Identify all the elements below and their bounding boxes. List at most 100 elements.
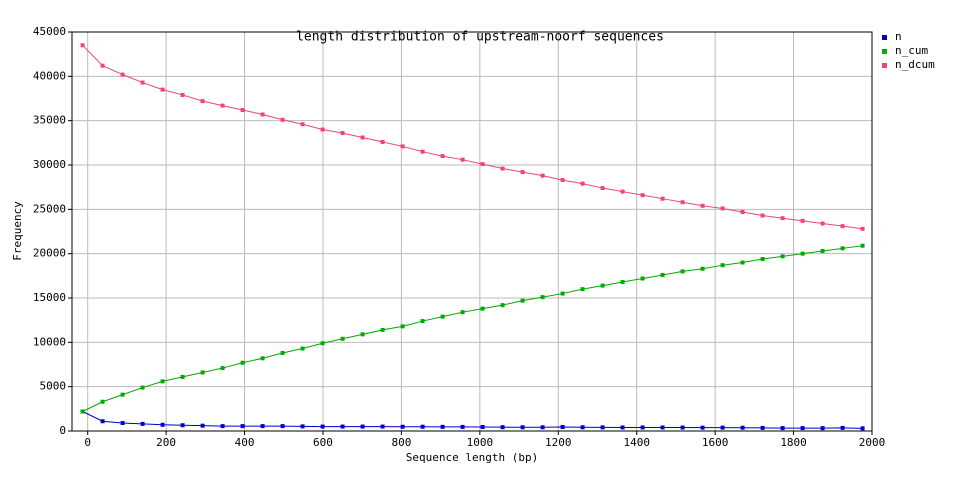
- point: [160, 379, 165, 384]
- x-tick-label: 1400: [623, 436, 650, 449]
- point: [600, 186, 605, 191]
- point: [380, 327, 385, 332]
- point: [360, 332, 365, 337]
- point: [480, 306, 485, 311]
- x-tick-label: 1200: [545, 436, 572, 449]
- legend-label: n_dcum: [895, 58, 935, 71]
- point: [460, 157, 465, 162]
- point: [120, 421, 125, 426]
- point: [620, 425, 625, 430]
- point: [200, 99, 205, 104]
- point: [380, 139, 385, 144]
- point: [520, 170, 525, 175]
- x-tick-label: 1800: [780, 436, 807, 449]
- point: [820, 221, 825, 226]
- point: [420, 424, 425, 429]
- point: [560, 291, 565, 296]
- point: [720, 425, 725, 430]
- point: [280, 350, 285, 355]
- point: [700, 266, 705, 271]
- point: [440, 424, 445, 429]
- point: [240, 424, 245, 429]
- point: [100, 419, 105, 424]
- point: [800, 426, 805, 431]
- point: [620, 280, 625, 285]
- point: [460, 310, 465, 315]
- point: [260, 112, 265, 117]
- y-tick-label: 0: [59, 424, 66, 437]
- point: [760, 425, 765, 430]
- point: [520, 298, 525, 303]
- point: [800, 251, 805, 256]
- point: [780, 426, 785, 431]
- point: [680, 425, 685, 430]
- point: [300, 122, 305, 127]
- point: [280, 117, 285, 122]
- point: [740, 209, 745, 214]
- point: [520, 425, 525, 430]
- point: [860, 426, 865, 431]
- series-line: [82, 411, 863, 429]
- point: [340, 131, 345, 136]
- point: [640, 425, 645, 430]
- point: [240, 360, 245, 365]
- point: [700, 425, 705, 430]
- legend-label: n_cum: [895, 44, 928, 57]
- y-tick-label: 20000: [33, 247, 66, 260]
- point: [180, 374, 185, 379]
- point: [220, 366, 225, 371]
- point: [780, 216, 785, 221]
- point: [620, 189, 625, 194]
- point: [560, 178, 565, 183]
- point: [80, 409, 85, 414]
- point: [420, 149, 425, 154]
- point: [500, 166, 505, 171]
- point: [320, 424, 325, 429]
- point: [340, 424, 345, 429]
- point: [220, 424, 225, 429]
- y-tick-label: 35000: [33, 114, 66, 127]
- plot-area: [72, 32, 872, 431]
- point: [200, 423, 205, 428]
- point: [820, 426, 825, 431]
- y-tick-label: 25000: [33, 202, 66, 215]
- point: [760, 256, 765, 261]
- point: [140, 421, 145, 426]
- point: [720, 206, 725, 211]
- chart-title: length distribution of upstream-noorf se…: [296, 30, 664, 45]
- point: [500, 425, 505, 430]
- point: [660, 196, 665, 201]
- point: [820, 249, 825, 254]
- point: [600, 425, 605, 430]
- point: [640, 276, 645, 281]
- point: [320, 127, 325, 132]
- series-line: [82, 44, 863, 230]
- x-tick-label: 200: [156, 436, 176, 449]
- point: [180, 423, 185, 428]
- point: [160, 422, 165, 427]
- point: [540, 425, 545, 430]
- point: [760, 213, 765, 218]
- y-tick-label: 45000: [33, 25, 66, 38]
- x-tick-label: 1000: [467, 436, 494, 449]
- point: [660, 272, 665, 277]
- point: [740, 260, 745, 265]
- x-tick-label: 800: [391, 436, 411, 449]
- point: [160, 87, 165, 92]
- point: [580, 425, 585, 430]
- point: [300, 424, 305, 429]
- point: [580, 287, 585, 292]
- legend-marker: [882, 35, 887, 40]
- point: [680, 269, 685, 274]
- point: [360, 424, 365, 429]
- y-tick-label: 5000: [40, 380, 67, 393]
- point: [660, 425, 665, 430]
- point: [780, 254, 785, 259]
- plot-frame: [71, 31, 873, 432]
- point: [140, 385, 145, 390]
- point: [680, 200, 685, 205]
- point: [360, 135, 365, 140]
- x-axis-label: Sequence length (bp): [406, 451, 538, 464]
- series-line: [82, 245, 863, 412]
